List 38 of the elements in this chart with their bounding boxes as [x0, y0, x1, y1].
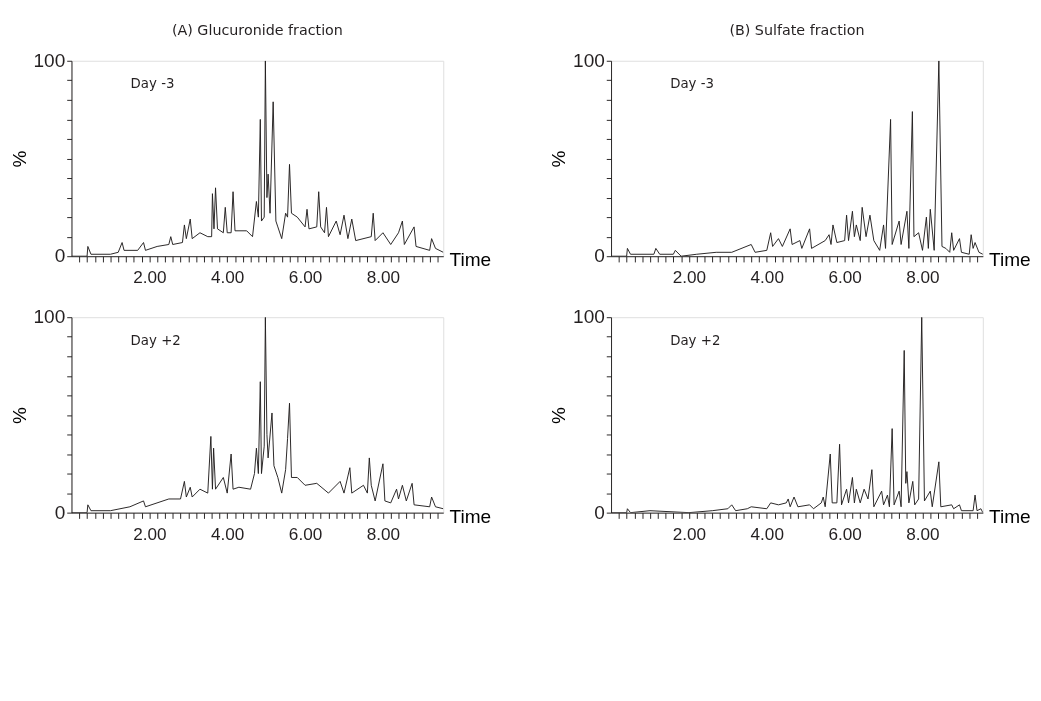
- x-tick-label: 4.00: [211, 267, 245, 288]
- annotation: Day -3: [130, 76, 175, 92]
- chart-title: (B) Sulfate fraction: [729, 22, 865, 39]
- y-axis-title: %: [548, 150, 570, 168]
- x-tick-label: 8.00: [906, 523, 940, 544]
- y-tick-label: 0: [54, 501, 66, 523]
- x-tick-label: 2.00: [133, 523, 167, 544]
- x-axis-title: Time: [989, 249, 1031, 271]
- x-tick-label: 6.00: [828, 523, 862, 544]
- x-axis-title: Time: [449, 505, 492, 527]
- x-tick-label: 8.00: [906, 267, 940, 288]
- y-tick-label: 100: [33, 306, 66, 328]
- chart-title: (A) Glucuronide fraction: [171, 22, 343, 39]
- x-tick-label: 6.00: [288, 523, 323, 544]
- y-tick-label: 0: [594, 245, 605, 267]
- annotation: Day +2: [130, 332, 181, 348]
- annotation: Day +2: [670, 332, 721, 348]
- x-tick-label: 8.00: [366, 523, 401, 544]
- x-tick-label: 8.00: [366, 267, 401, 288]
- x-tick-label: 2.00: [133, 267, 167, 288]
- y-tick-label: 100: [573, 49, 605, 71]
- x-tick-label: 4.00: [750, 523, 784, 544]
- x-tick-label: 4.00: [750, 267, 784, 288]
- x-tick-label: 2.00: [672, 523, 707, 544]
- x-tick-label: 6.00: [828, 267, 862, 288]
- y-axis-title: %: [548, 406, 570, 424]
- y-tick-label: 100: [33, 49, 66, 71]
- x-axis-title: Time: [449, 249, 492, 271]
- y-tick-label: 100: [573, 306, 605, 328]
- x-axis-title: Time: [989, 505, 1031, 527]
- annotation: Day -3: [670, 76, 715, 92]
- y-axis-title: %: [8, 406, 30, 424]
- x-tick-label: 6.00: [288, 267, 323, 288]
- y-axis-title: %: [8, 150, 30, 168]
- x-tick-label: 2.00: [672, 267, 707, 288]
- y-tick-label: 0: [54, 245, 66, 267]
- x-tick-label: 4.00: [211, 523, 245, 544]
- y-tick-label: 0: [594, 501, 605, 523]
